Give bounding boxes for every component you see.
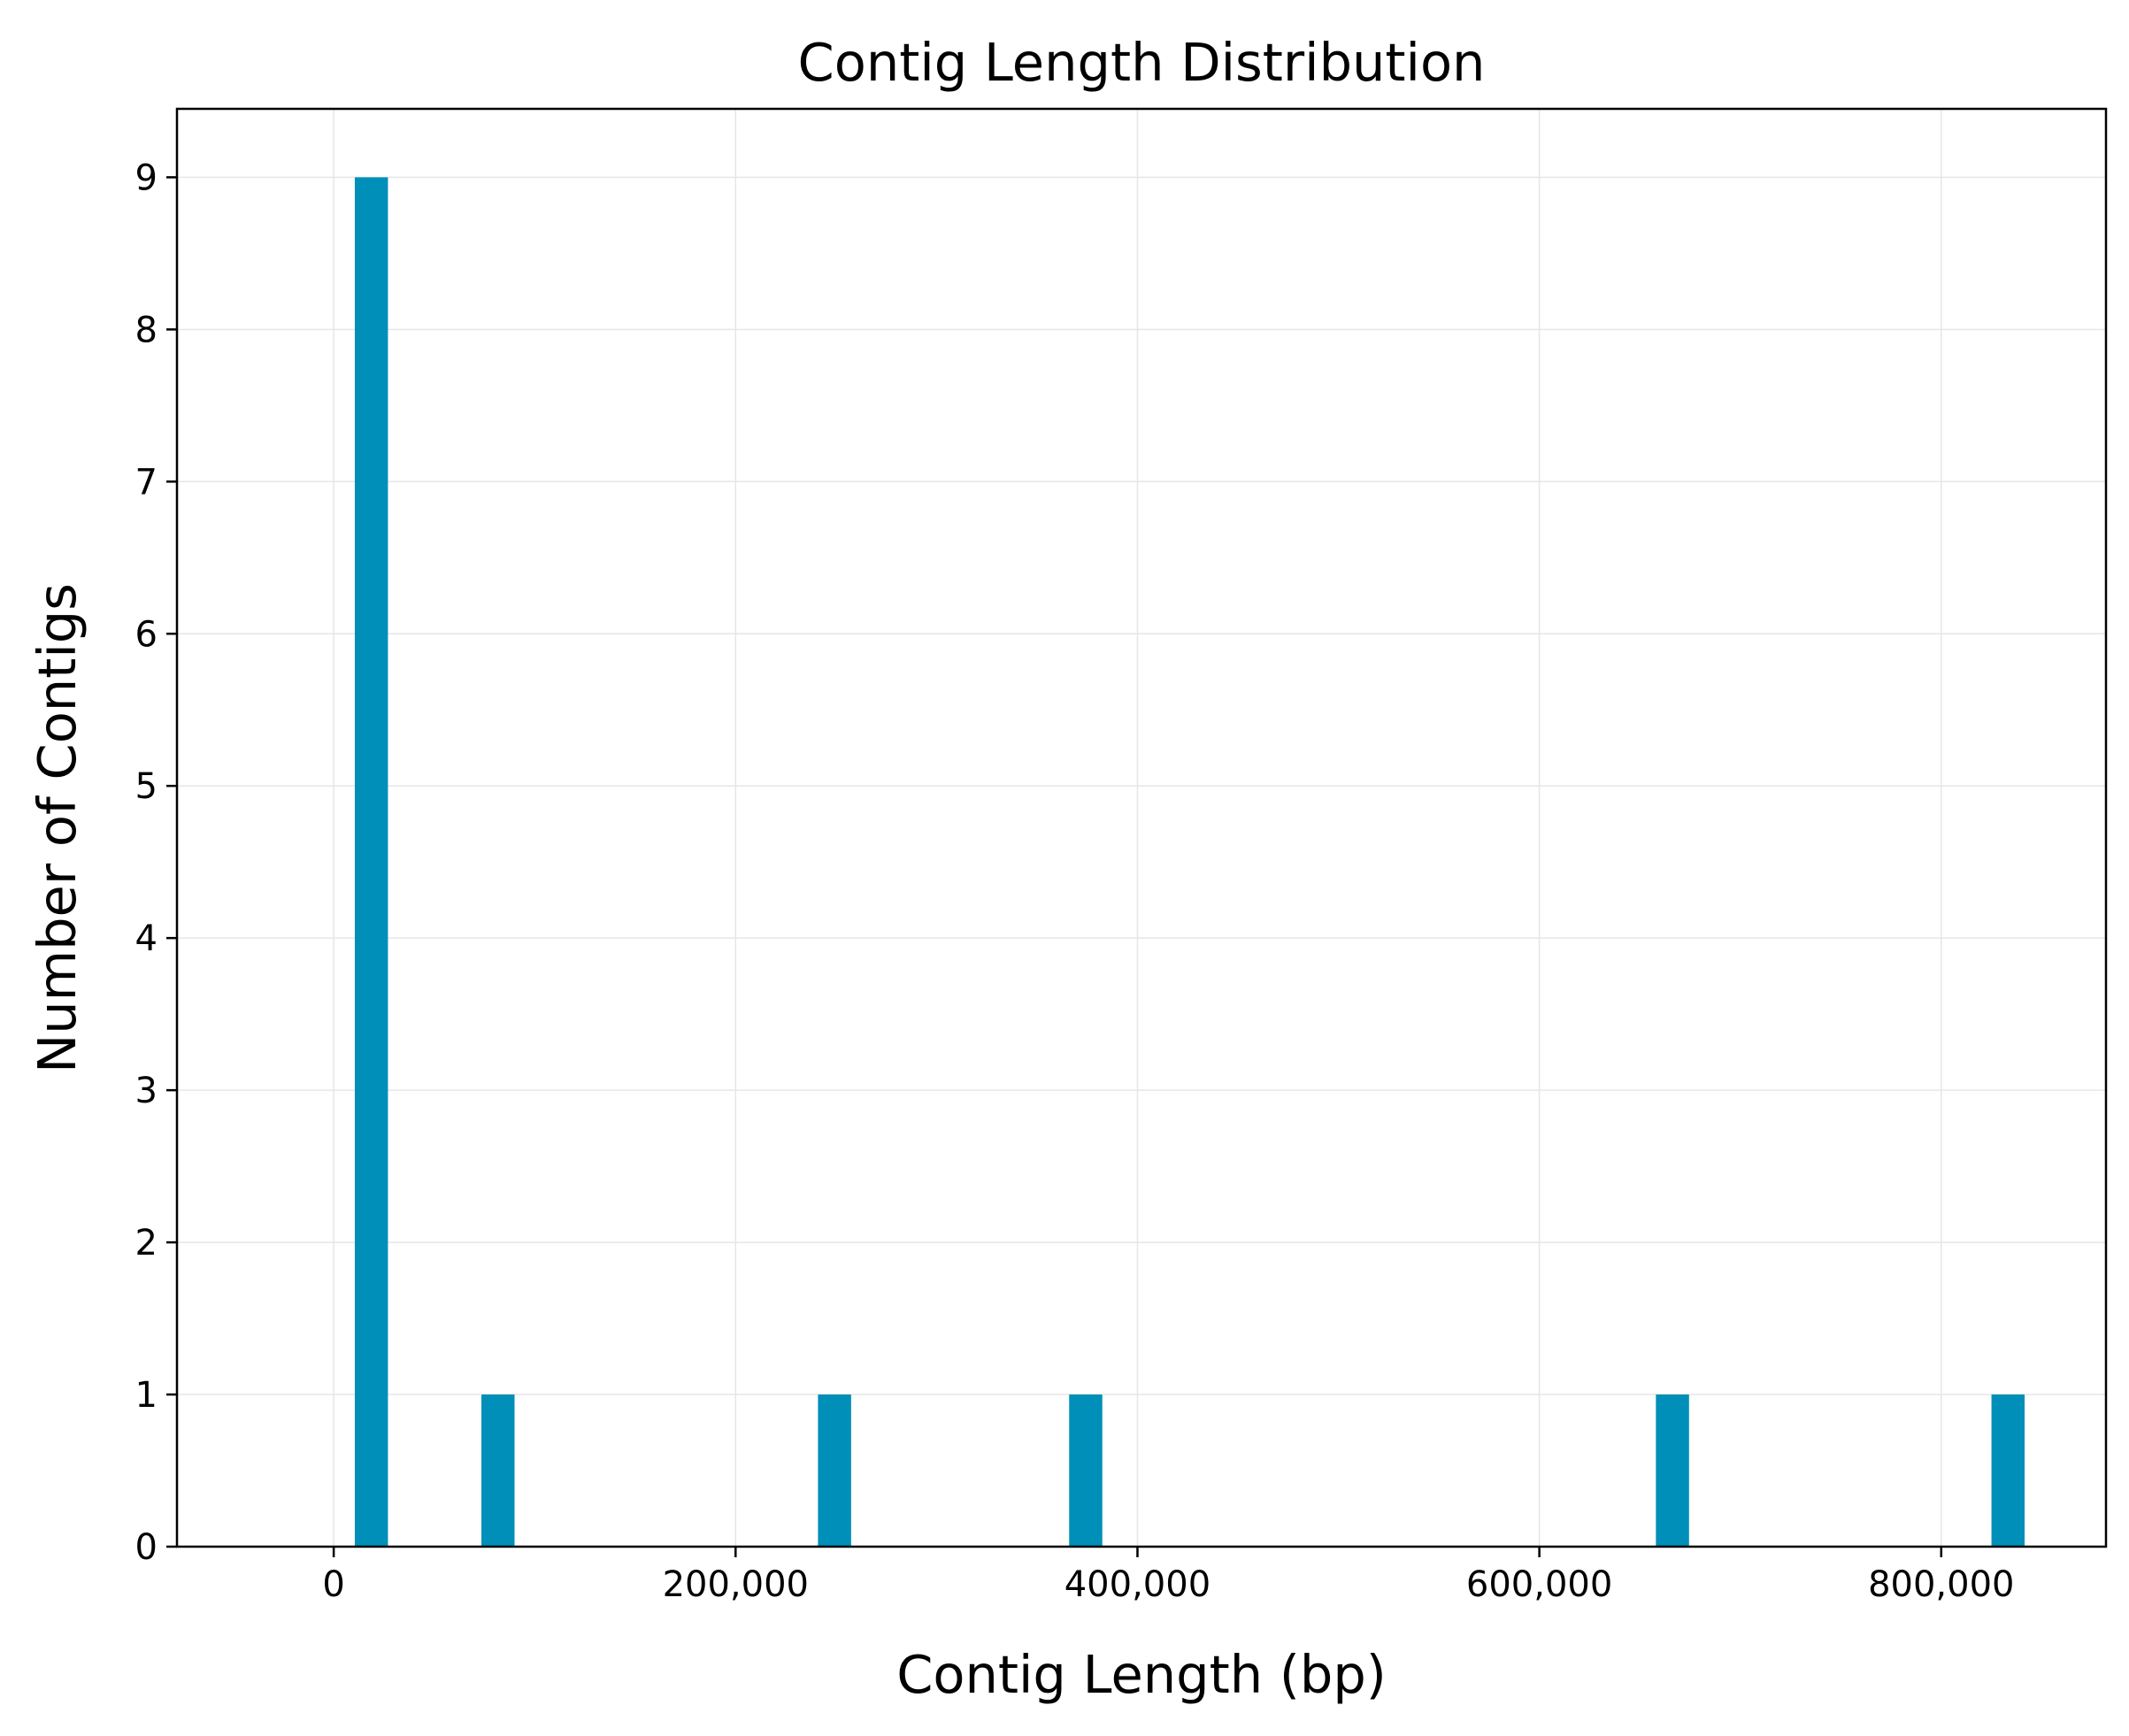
y-tick-label-1: 1	[135, 1375, 158, 1416]
bars	[354, 177, 2025, 1547]
x-tick-label-4: 800,000	[1868, 1564, 2014, 1605]
x-tick-label-1: 200,000	[663, 1564, 809, 1605]
y-tick-label-9: 9	[135, 157, 158, 198]
histogram-bar-3	[1069, 1394, 1103, 1547]
histogram-bar-0	[354, 177, 388, 1547]
y-axis-label: Number of Contigs	[27, 583, 88, 1073]
y-tick-label-6: 6	[135, 614, 158, 655]
chart-title: Contig Length Distribution	[798, 32, 1486, 93]
x-tick-label-0: 0	[322, 1564, 344, 1605]
histogram-bar-1	[481, 1394, 515, 1547]
x-axis-label: Contig Length (bp)	[896, 1644, 1387, 1705]
plot-frame	[175, 107, 2108, 1548]
histogram-bar-2	[818, 1394, 851, 1547]
y-tick-label-2: 2	[135, 1223, 158, 1264]
y-tick-label-4: 4	[135, 918, 158, 959]
x-axis-ticks: 0 200,000 400,000 600,000 800,000	[322, 1547, 2015, 1605]
x-tick-label-3: 600,000	[1466, 1564, 1612, 1605]
histogram-bar-4	[1656, 1394, 1689, 1547]
y-tick-label-3: 3	[135, 1071, 158, 1111]
y-tick-label-0: 0	[135, 1527, 158, 1568]
histogram-bar-5	[1991, 1394, 2025, 1547]
y-tick-label-8: 8	[135, 310, 158, 350]
x-tick-label-2: 400,000	[1064, 1564, 1211, 1605]
y-tick-label-7: 7	[135, 462, 158, 503]
y-tick-label-5: 5	[135, 766, 158, 807]
y-axis-ticks: 0 1 2 3 4 5 6 7 8 9	[135, 157, 177, 1568]
